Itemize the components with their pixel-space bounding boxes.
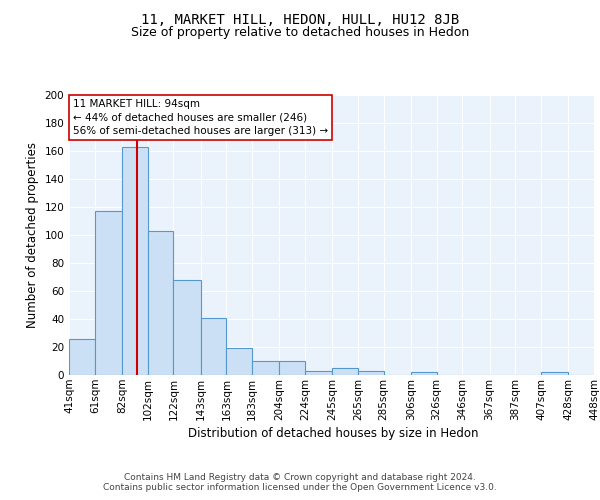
Bar <box>279 361 305 375</box>
Text: Size of property relative to detached houses in Hedon: Size of property relative to detached ho… <box>131 26 469 39</box>
Bar <box>173 280 200 375</box>
Bar <box>358 371 384 375</box>
Bar <box>332 368 358 375</box>
Bar <box>226 348 252 375</box>
Bar <box>411 372 437 375</box>
Bar <box>252 361 279 375</box>
Bar <box>122 147 148 375</box>
Text: Distribution of detached houses by size in Hedon: Distribution of detached houses by size … <box>188 428 478 440</box>
Bar <box>95 211 122 375</box>
Text: 11, MARKET HILL, HEDON, HULL, HU12 8JB: 11, MARKET HILL, HEDON, HULL, HU12 8JB <box>141 12 459 26</box>
Bar <box>69 338 95 375</box>
Text: 11 MARKET HILL: 94sqm
← 44% of detached houses are smaller (246)
56% of semi-det: 11 MARKET HILL: 94sqm ← 44% of detached … <box>73 99 328 136</box>
Bar <box>541 372 568 375</box>
Bar <box>305 371 332 375</box>
Bar <box>200 318 226 375</box>
Text: Contains HM Land Registry data © Crown copyright and database right 2024.
Contai: Contains HM Land Registry data © Crown c… <box>103 472 497 492</box>
Y-axis label: Number of detached properties: Number of detached properties <box>26 142 39 328</box>
Bar <box>148 231 173 375</box>
